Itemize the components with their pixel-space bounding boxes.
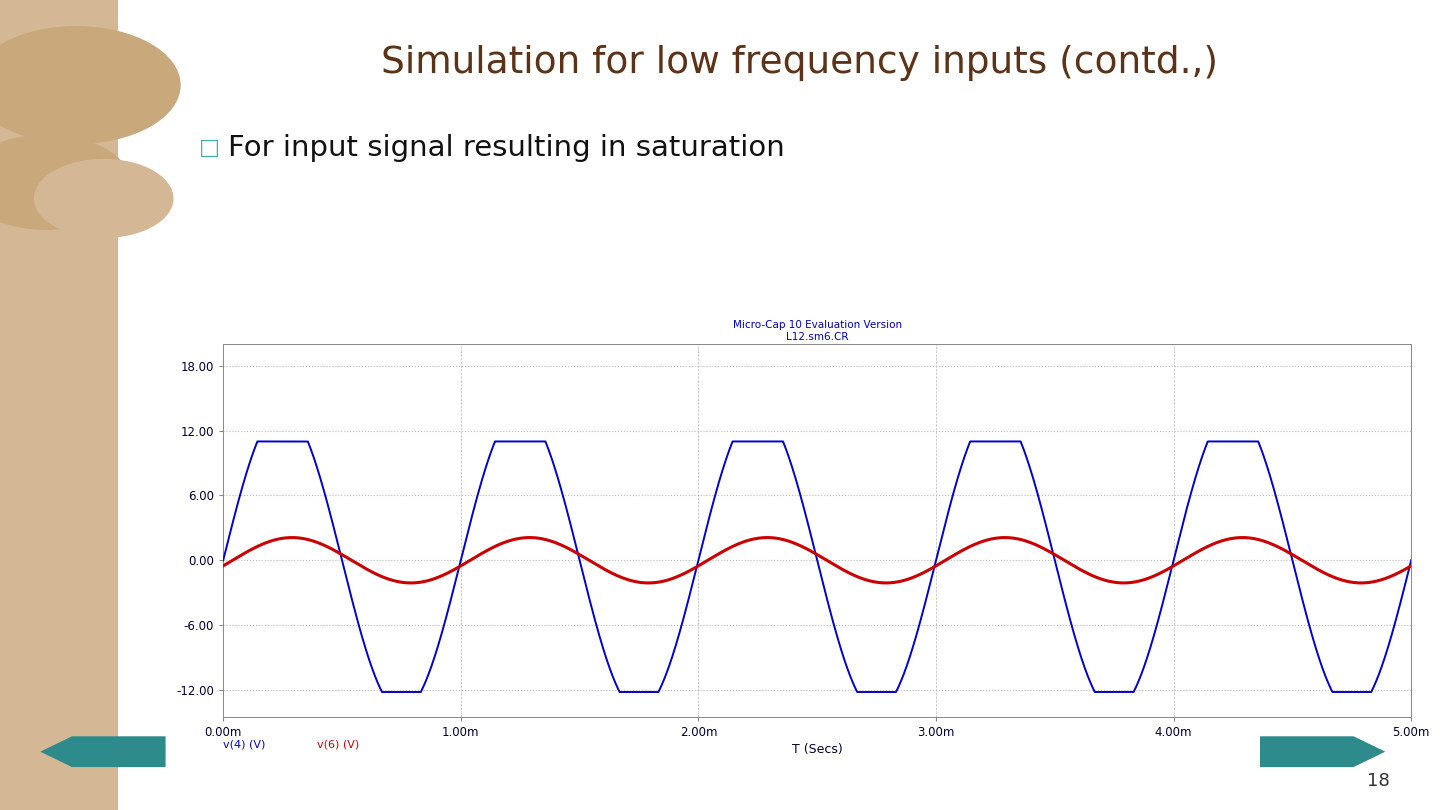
Text: 18: 18 — [1367, 772, 1390, 790]
Text: Simulation for low frequency inputs (contd.,): Simulation for low frequency inputs (con… — [380, 45, 1218, 80]
Text: For input signal resulting in saturation: For input signal resulting in saturation — [228, 134, 785, 162]
Text: □: □ — [199, 138, 220, 158]
Title: Micro-Cap 10 Evaluation Version
L12.sm6.CR: Micro-Cap 10 Evaluation Version L12.sm6.… — [733, 321, 901, 342]
X-axis label: T (Secs): T (Secs) — [792, 743, 842, 756]
Text: v(6) (V): v(6) (V) — [317, 740, 359, 749]
Text: v(4) (V): v(4) (V) — [223, 740, 265, 749]
